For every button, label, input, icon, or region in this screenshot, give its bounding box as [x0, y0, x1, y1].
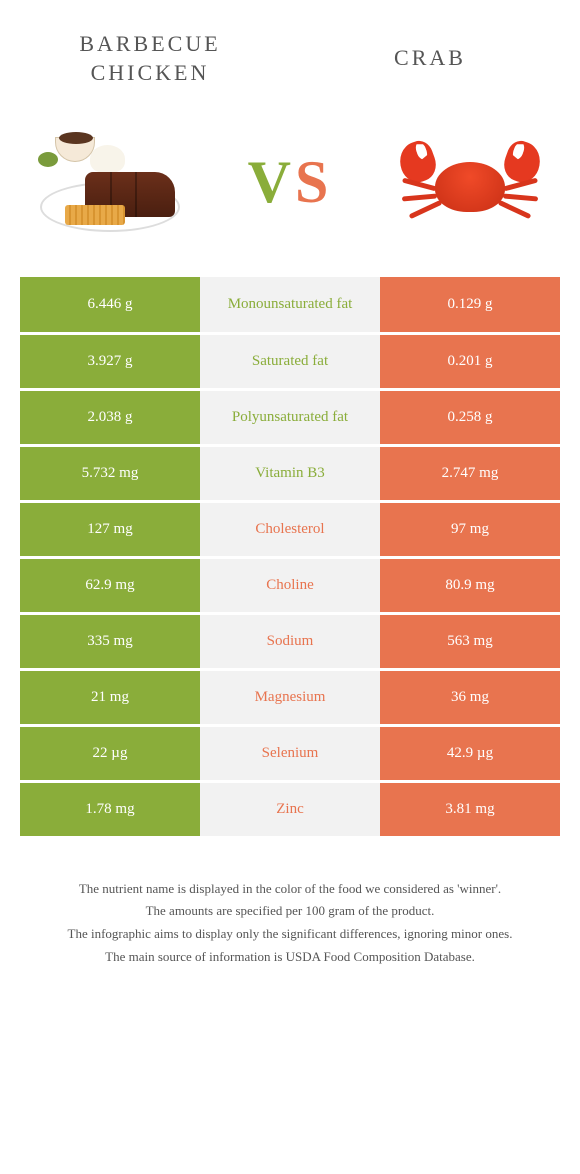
- left-value: 21 mg: [20, 669, 200, 725]
- right-value: 36 mg: [380, 669, 560, 725]
- table-row: 22 µgSelenium42.9 µg: [20, 725, 560, 781]
- right-value: 3.81 mg: [380, 781, 560, 837]
- right-value: 97 mg: [380, 501, 560, 557]
- nutrient-label: Choline: [200, 557, 380, 613]
- nutrient-label: Vitamin B3: [200, 445, 380, 501]
- right-value: 0.258 g: [380, 389, 560, 445]
- right-value: 0.201 g: [380, 333, 560, 389]
- vs-label: VS: [248, 148, 333, 217]
- left-value: 5.732 mg: [20, 445, 200, 501]
- left-value: 127 mg: [20, 501, 200, 557]
- bbq-chicken-image: [30, 127, 190, 237]
- table-row: 335 mgSodium563 mg: [20, 613, 560, 669]
- vs-v: V: [248, 149, 295, 215]
- right-value: 563 mg: [380, 613, 560, 669]
- left-value: 335 mg: [20, 613, 200, 669]
- nutrient-label: Zinc: [200, 781, 380, 837]
- comparison-table: 6.446 gMonounsaturated fat0.129 g3.927 g…: [20, 277, 560, 839]
- left-food-title: Barbecue chicken: [50, 30, 250, 87]
- footer-line-2: The amounts are specified per 100 gram o…: [30, 901, 550, 922]
- table-row: 6.446 gMonounsaturated fat0.129 g: [20, 277, 560, 333]
- table-row: 21 mgMagnesium36 mg: [20, 669, 560, 725]
- table-row: 1.78 mgZinc3.81 mg: [20, 781, 560, 837]
- left-value: 22 µg: [20, 725, 200, 781]
- table-row: 5.732 mgVitamin B32.747 mg: [20, 445, 560, 501]
- table-row: 2.038 gPolyunsaturated fat0.258 g: [20, 389, 560, 445]
- right-value: 0.129 g: [380, 277, 560, 333]
- nutrient-label: Cholesterol: [200, 501, 380, 557]
- crab-image: [390, 127, 550, 237]
- nutrient-label: Sodium: [200, 613, 380, 669]
- vs-s: S: [295, 149, 332, 215]
- left-value: 3.927 g: [20, 333, 200, 389]
- footer-line-4: The main source of information is USDA F…: [30, 947, 550, 968]
- right-value: 80.9 mg: [380, 557, 560, 613]
- footer-line-1: The nutrient name is displayed in the co…: [30, 879, 550, 900]
- left-value: 62.9 mg: [20, 557, 200, 613]
- nutrient-label: Monounsaturated fat: [200, 277, 380, 333]
- nutrient-label: Saturated fat: [200, 333, 380, 389]
- right-food-title: Crab: [330, 44, 530, 73]
- header: Barbecue chicken Crab: [0, 0, 580, 97]
- left-value: 6.446 g: [20, 277, 200, 333]
- table-row: 3.927 gSaturated fat0.201 g: [20, 333, 560, 389]
- table-row: 62.9 mgCholine80.9 mg: [20, 557, 560, 613]
- nutrient-label: Polyunsaturated fat: [200, 389, 380, 445]
- left-value: 1.78 mg: [20, 781, 200, 837]
- nutrient-label: Magnesium: [200, 669, 380, 725]
- footer-notes: The nutrient name is displayed in the co…: [0, 839, 580, 990]
- nutrient-label: Selenium: [200, 725, 380, 781]
- footer-line-3: The infographic aims to display only the…: [30, 924, 550, 945]
- table-row: 127 mgCholesterol97 mg: [20, 501, 560, 557]
- right-value: 2.747 mg: [380, 445, 560, 501]
- left-value: 2.038 g: [20, 389, 200, 445]
- right-value: 42.9 µg: [380, 725, 560, 781]
- images-row: VS: [0, 97, 580, 277]
